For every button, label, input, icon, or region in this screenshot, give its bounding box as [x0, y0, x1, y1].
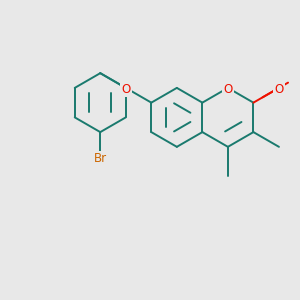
Text: Br: Br [94, 152, 107, 165]
Text: O: O [223, 83, 232, 96]
Text: O: O [274, 83, 283, 96]
Text: O: O [121, 83, 130, 96]
